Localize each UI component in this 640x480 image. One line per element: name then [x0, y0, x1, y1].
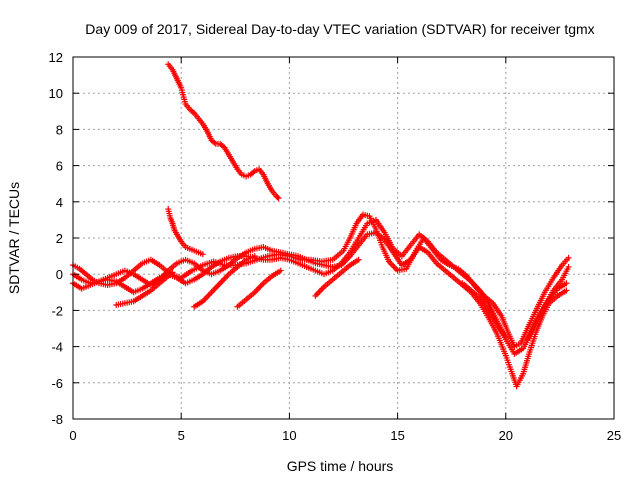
data-point-arc-f — [169, 269, 176, 276]
x-tick-label: 25 — [607, 428, 621, 443]
data-point-arc-j — [502, 334, 509, 341]
y-tick-label: -4 — [51, 340, 63, 355]
data-point-arc-e — [199, 251, 206, 258]
x-tick-label: 5 — [178, 428, 185, 443]
grid-lines — [73, 57, 614, 419]
y-tick-label: 4 — [56, 195, 63, 210]
x-tick-labels: 0 5 10 15 20 25 — [69, 428, 621, 443]
y-tick-labels: -8 -6 -4 -2 0 2 4 6 8 10 12 — [49, 50, 63, 427]
data-point-arc-c — [563, 280, 570, 287]
chart-title: Day 009 of 2017, Sidereal Day-to-day VTE… — [85, 21, 594, 37]
y-tick-label: -6 — [51, 376, 63, 391]
data-point-arc-d — [274, 194, 281, 201]
y-tick-label: 10 — [49, 86, 63, 101]
y-tick-label: 6 — [56, 159, 63, 174]
data-point-arc-a — [565, 254, 572, 261]
y-tick-label: 2 — [56, 231, 63, 246]
y-tick-label: -8 — [51, 412, 63, 427]
x-tick-label: 10 — [282, 428, 296, 443]
x-tick-label: 20 — [499, 428, 513, 443]
data-points — [70, 61, 572, 390]
data-point-arc-i — [355, 256, 362, 263]
y-tick-label: -2 — [51, 303, 63, 318]
data-point-arc-d — [275, 195, 282, 202]
y-tick-label: 0 — [56, 267, 63, 282]
y-tick-label: 12 — [49, 50, 63, 65]
data-point-arc-h — [277, 267, 284, 274]
x-axis-label: GPS time / hours — [287, 458, 394, 474]
axis-ticks — [72, 56, 615, 420]
data-point-arc-b — [563, 287, 570, 294]
y-tick-label: 8 — [56, 122, 63, 137]
y-axis-label: SDTVAR / TECUs — [6, 182, 22, 294]
data-point-arc-g — [251, 253, 258, 260]
x-tick-label: 0 — [69, 428, 76, 443]
x-tick-label: 15 — [390, 428, 404, 443]
data-point-arc-k — [565, 263, 572, 270]
